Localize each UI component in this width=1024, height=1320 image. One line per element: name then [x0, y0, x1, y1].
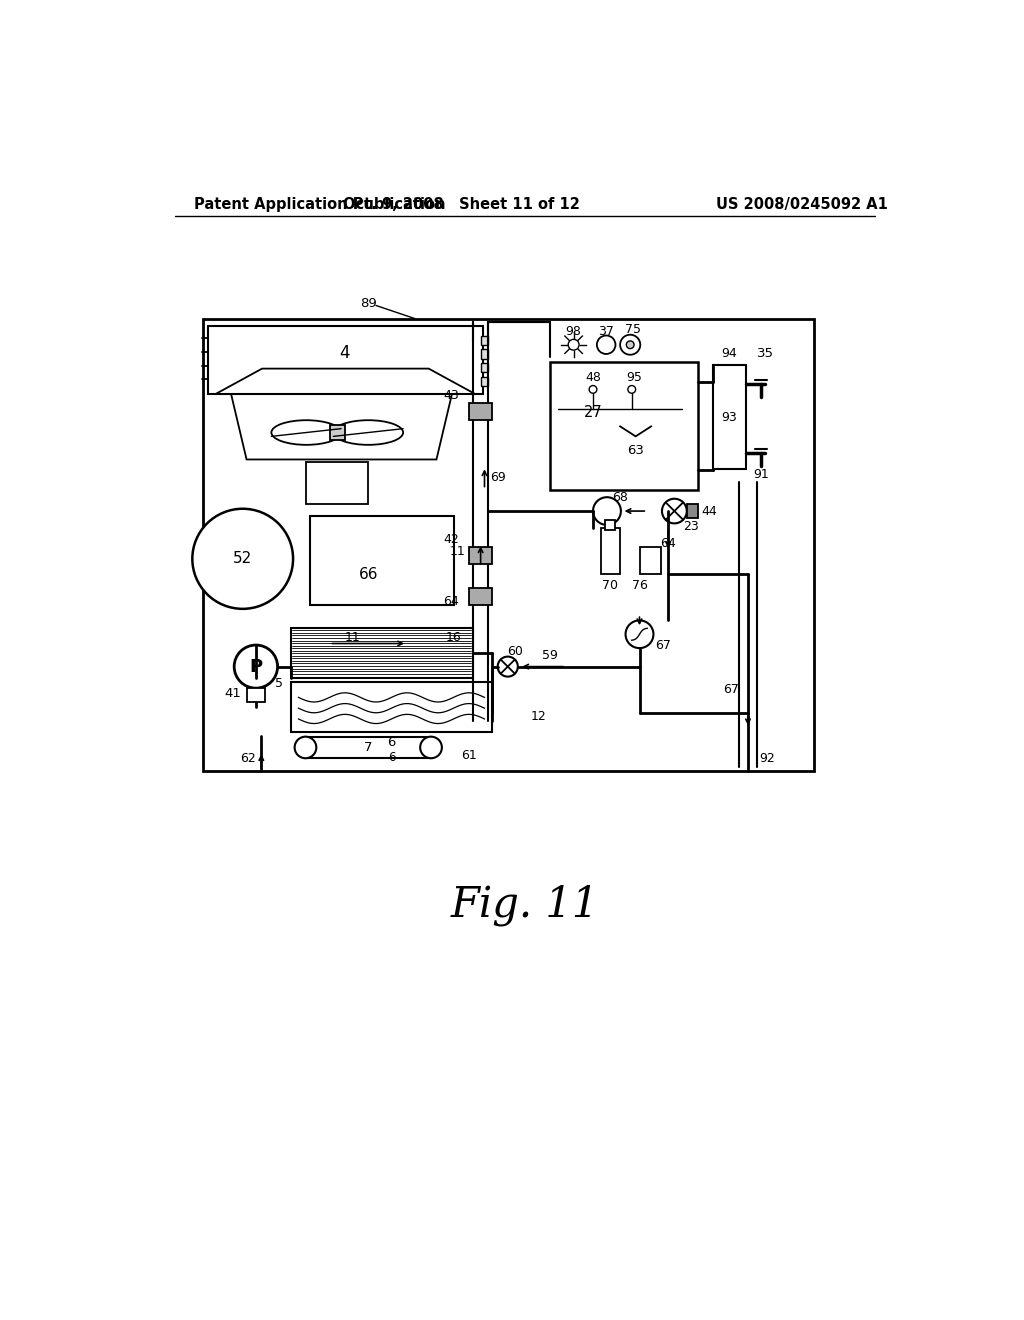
Bar — [469, 548, 493, 564]
Bar — [550, 363, 697, 490]
Bar — [481, 350, 487, 359]
Text: 61: 61 — [461, 748, 477, 762]
Text: 70: 70 — [602, 579, 618, 593]
Text: 12: 12 — [530, 710, 547, 723]
Bar — [687, 504, 698, 517]
Bar — [203, 318, 814, 771]
Text: 35: 35 — [757, 347, 773, 360]
Text: 59: 59 — [543, 648, 558, 661]
Text: 67: 67 — [654, 639, 671, 652]
Text: 69: 69 — [489, 471, 506, 484]
Text: 42: 42 — [443, 533, 459, 546]
Text: 75: 75 — [625, 323, 641, 335]
Text: 91: 91 — [754, 469, 769, 482]
Text: 64: 64 — [660, 537, 676, 550]
Text: 66: 66 — [358, 566, 378, 582]
Ellipse shape — [334, 420, 403, 445]
Text: 44: 44 — [701, 504, 717, 517]
Text: 98: 98 — [565, 325, 582, 338]
Bar — [640, 548, 662, 574]
Text: Patent Application Publication: Patent Application Publication — [194, 197, 445, 213]
Bar — [605, 520, 615, 531]
Circle shape — [621, 335, 640, 355]
Circle shape — [626, 620, 653, 648]
Bar — [306, 462, 369, 504]
Text: 27: 27 — [584, 405, 602, 420]
Text: Oct. 9, 2008   Sheet 11 of 12: Oct. 9, 2008 Sheet 11 of 12 — [343, 197, 580, 213]
Circle shape — [420, 737, 442, 758]
Text: 89: 89 — [359, 297, 377, 310]
Circle shape — [568, 339, 579, 350]
Text: 16: 16 — [445, 631, 462, 644]
Text: 23: 23 — [684, 520, 699, 533]
Circle shape — [295, 737, 316, 758]
Text: 6: 6 — [388, 751, 395, 764]
Text: 52: 52 — [233, 552, 252, 566]
Bar — [291, 628, 473, 678]
Text: 92: 92 — [760, 752, 775, 766]
Circle shape — [628, 385, 636, 393]
Text: Fig. 11: Fig. 11 — [451, 884, 599, 927]
Text: 7: 7 — [364, 741, 373, 754]
Bar — [713, 364, 745, 469]
Text: 67: 67 — [723, 684, 739, 696]
Bar — [481, 378, 487, 387]
Bar — [330, 425, 345, 441]
Circle shape — [589, 385, 597, 393]
Text: 48: 48 — [585, 371, 601, 384]
Circle shape — [662, 499, 687, 524]
Text: 76: 76 — [632, 579, 647, 593]
Circle shape — [597, 335, 615, 354]
Text: 64: 64 — [443, 594, 459, 607]
Circle shape — [498, 656, 518, 677]
Bar — [247, 688, 265, 702]
Text: 37: 37 — [598, 325, 614, 338]
Text: 4: 4 — [340, 345, 350, 362]
Text: 11: 11 — [450, 545, 465, 557]
Text: 41: 41 — [224, 686, 241, 700]
Text: P: P — [249, 657, 262, 676]
Text: 62: 62 — [241, 752, 256, 766]
Text: 94: 94 — [722, 347, 737, 360]
Bar — [291, 682, 493, 733]
Text: 63: 63 — [627, 445, 644, 458]
Bar — [310, 516, 454, 605]
Circle shape — [593, 498, 621, 525]
Text: 43: 43 — [443, 389, 459, 403]
Circle shape — [193, 508, 293, 609]
Text: 5: 5 — [275, 677, 283, 690]
Text: 6: 6 — [387, 735, 395, 748]
Bar — [469, 404, 493, 420]
Bar — [305, 737, 431, 758]
Text: 95: 95 — [626, 371, 642, 384]
Bar — [208, 326, 483, 395]
Text: 93: 93 — [722, 411, 737, 424]
Text: US 2008/0245092 A1: US 2008/0245092 A1 — [717, 197, 888, 213]
Bar — [469, 589, 493, 605]
Bar — [481, 335, 487, 345]
Bar — [601, 528, 621, 574]
Circle shape — [627, 341, 634, 348]
Text: 60: 60 — [508, 644, 523, 657]
Circle shape — [234, 645, 278, 688]
Ellipse shape — [271, 420, 341, 445]
Text: 11: 11 — [345, 631, 360, 644]
Text: 68: 68 — [612, 491, 628, 504]
Bar — [481, 363, 487, 372]
